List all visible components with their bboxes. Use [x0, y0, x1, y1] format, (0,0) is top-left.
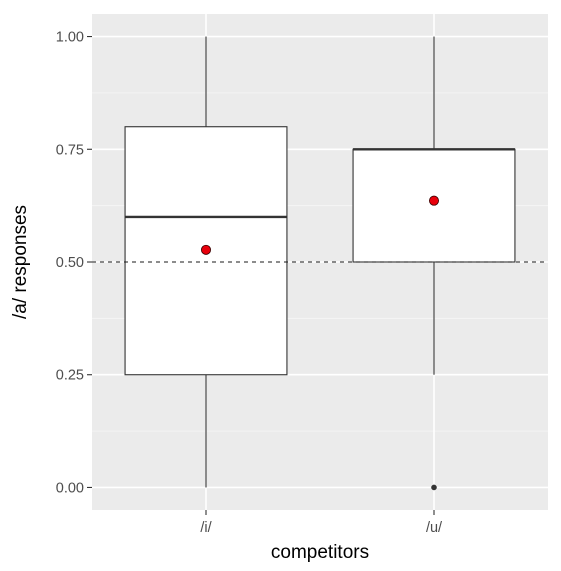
y-axis-label: /a/ responses — [10, 205, 31, 319]
y-tick-label: 1.00 — [56, 30, 84, 46]
x-axis-ticks: /i/ /u/ — [200, 510, 443, 536]
y-tick-label: 0.00 — [56, 480, 84, 496]
outlier-point — [431, 484, 437, 491]
y-tick-label: 0.50 — [56, 255, 84, 271]
y-axis-ticks: 0.00 0.25 0.50 0.75 1.00 — [56, 30, 92, 496]
y-tick-label: 0.25 — [56, 368, 84, 384]
mean-point — [428, 195, 439, 206]
x-axis-label: competitors — [271, 542, 369, 563]
mean-point — [200, 244, 211, 255]
y-tick-label: 0.75 — [56, 142, 84, 158]
x-tick-label: /u/ — [426, 520, 443, 536]
x-tick-label: /i/ — [200, 520, 212, 536]
reference-line-group — [92, 195, 548, 263]
